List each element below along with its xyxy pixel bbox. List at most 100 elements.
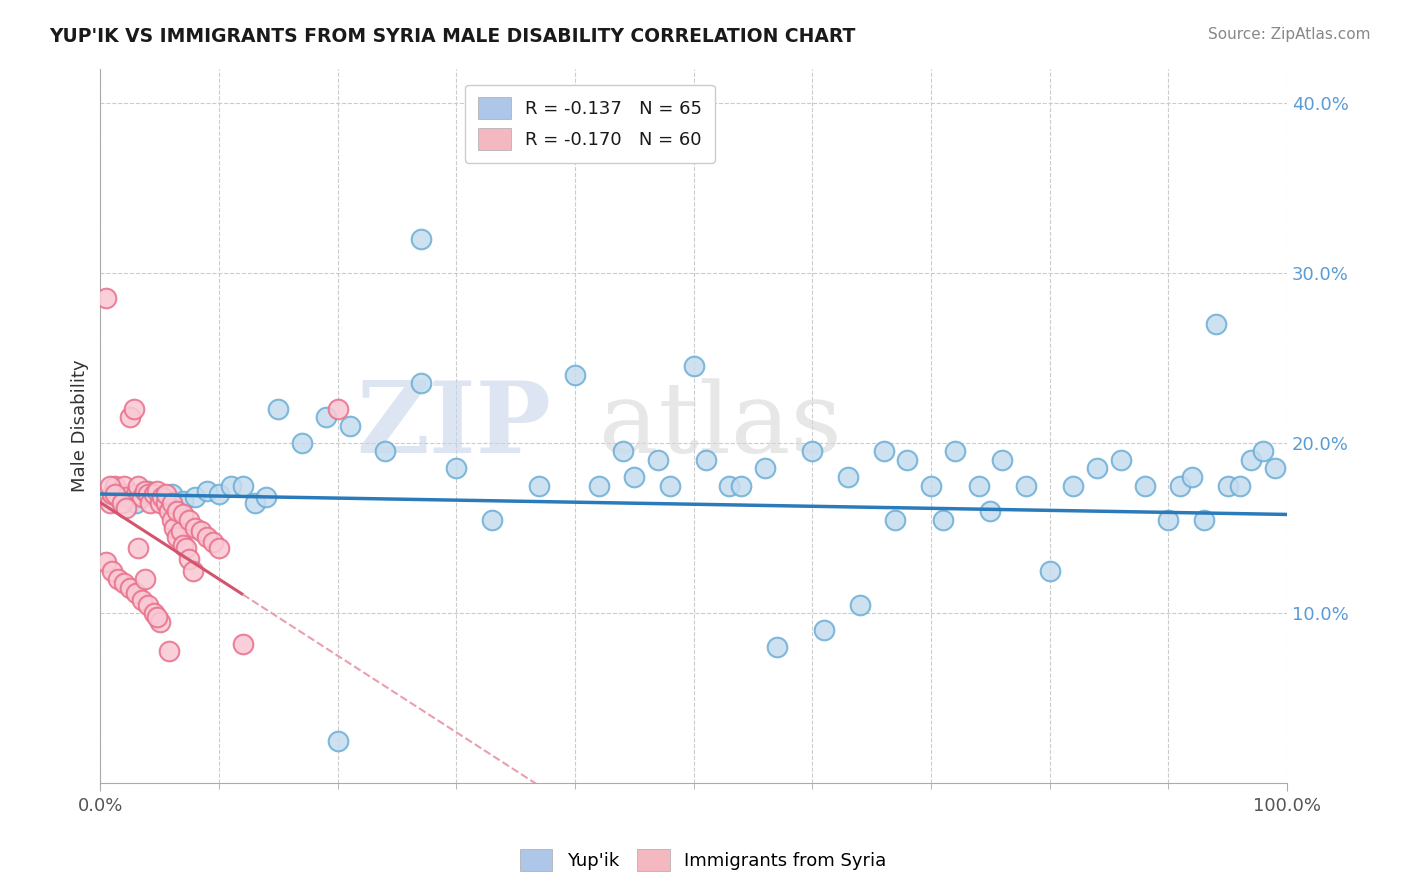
Point (149, 615, 172, 629)
Point (588, 478, 610, 492)
Point (695, 453, 717, 467)
Point (98, 495, 121, 509)
Point (208, 487, 231, 501)
Point (127, 541, 149, 556)
Point (122, 401, 145, 416)
Point (529, 478, 551, 492)
Point (1062, 478, 1084, 492)
Point (979, 504, 1001, 518)
Point (1192, 512, 1215, 526)
Point (1109, 453, 1132, 467)
Point (142, 606, 165, 620)
Point (339, 419, 361, 434)
Point (1216, 478, 1239, 492)
Point (446, 461, 468, 475)
Point (125, 487, 148, 501)
Point (179, 512, 201, 526)
Point (131, 592, 153, 607)
Point (150, 491, 173, 505)
Point (118, 410, 141, 425)
Point (179, 551, 201, 566)
Point (111, 495, 134, 509)
Point (202, 534, 225, 549)
Point (1168, 478, 1191, 492)
Point (181, 564, 204, 578)
Point (1039, 564, 1062, 578)
Legend: Yup'ik, Immigrants from Syria: Yup'ik, Immigrants from Syria (513, 842, 893, 879)
Point (256, 491, 278, 505)
Point (163, 521, 186, 535)
Point (849, 598, 872, 612)
Point (754, 461, 776, 475)
Point (157, 643, 180, 657)
Point (149, 495, 172, 509)
Point (184, 521, 207, 535)
Point (104, 478, 127, 492)
Point (149, 491, 172, 505)
Point (146, 609, 169, 624)
Point (157, 504, 180, 518)
Point (107, 491, 129, 505)
Point (813, 623, 835, 637)
Point (172, 508, 194, 522)
Point (481, 512, 503, 526)
Point (160, 512, 183, 526)
Point (127, 478, 149, 492)
Point (112, 478, 135, 492)
Text: ZIP: ZIP (357, 377, 551, 475)
Point (160, 487, 183, 501)
Point (564, 368, 586, 382)
Point (1157, 512, 1180, 526)
Point (125, 495, 148, 509)
Point (232, 478, 254, 492)
Point (101, 487, 124, 501)
Point (115, 491, 138, 505)
Point (920, 478, 942, 492)
Point (374, 444, 396, 458)
Point (1229, 478, 1251, 492)
Point (765, 640, 787, 655)
Point (991, 453, 1014, 467)
Point (659, 478, 682, 492)
Point (409, 376, 432, 391)
Point (118, 581, 141, 595)
Point (1015, 478, 1038, 492)
Point (96, 555, 118, 569)
Point (801, 444, 824, 458)
Point (136, 598, 159, 612)
Point (291, 436, 314, 450)
Point (1240, 453, 1263, 467)
Point (101, 491, 124, 505)
Point (612, 444, 634, 458)
Point (730, 478, 752, 492)
Point (184, 491, 207, 505)
Point (195, 483, 218, 498)
Point (326, 401, 349, 416)
Point (1085, 461, 1108, 475)
Text: Source: ZipAtlas.com: Source: ZipAtlas.com (1208, 27, 1371, 42)
Text: atlas: atlas (599, 378, 842, 474)
Point (160, 495, 183, 509)
Point (884, 512, 907, 526)
Point (943, 444, 966, 458)
Point (96, 291, 118, 305)
Legend: R = -0.137   N = 65, R = -0.170   N = 60: R = -0.137 N = 65, R = -0.170 N = 60 (465, 85, 714, 163)
Point (136, 487, 159, 501)
Point (623, 470, 645, 484)
Point (1264, 461, 1286, 475)
Point (107, 572, 129, 586)
Point (112, 575, 135, 590)
Point (139, 495, 162, 509)
Point (932, 512, 955, 526)
Point (1253, 444, 1275, 458)
Point (172, 493, 194, 508)
Point (131, 491, 153, 505)
Point (174, 541, 197, 556)
Point (170, 524, 193, 539)
Point (1181, 470, 1204, 484)
Point (125, 586, 148, 600)
Point (872, 444, 894, 458)
Point (98, 478, 121, 492)
Y-axis label: Male Disability: Male Disability (72, 359, 89, 492)
Point (104, 487, 127, 501)
